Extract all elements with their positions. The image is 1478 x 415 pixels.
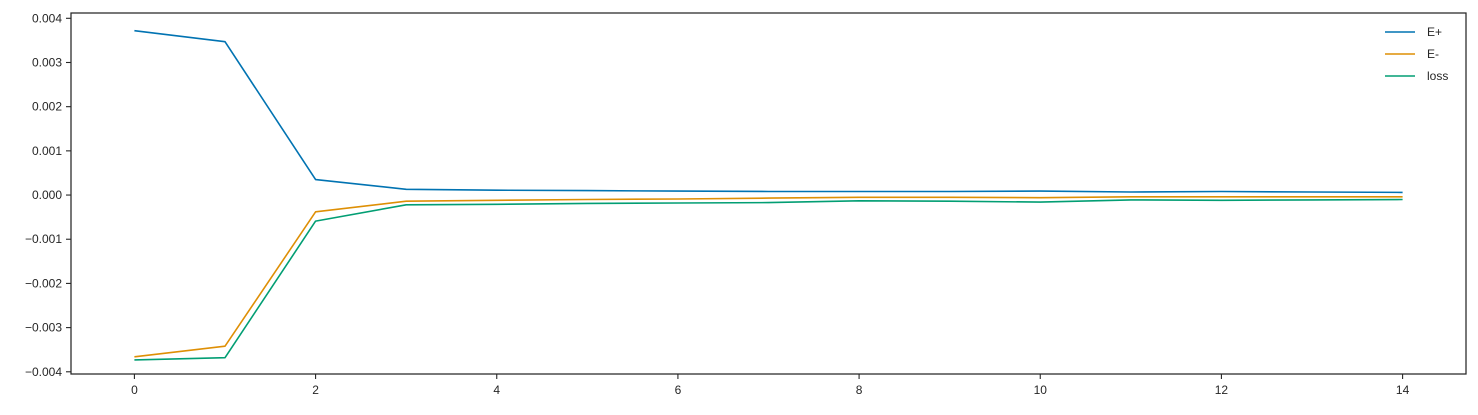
x-tick-label: 6 xyxy=(675,383,682,397)
y-tick-label: 0.004 xyxy=(32,11,62,25)
y-tick-label: 0.003 xyxy=(32,55,62,69)
x-tick-label: 12 xyxy=(1215,383,1229,397)
x-tick-label: 8 xyxy=(856,383,863,397)
y-tick-label: 0.000 xyxy=(32,188,62,202)
series-line-e- xyxy=(134,196,1403,358)
x-tick-label: 2 xyxy=(312,383,319,397)
legend-label: E+ xyxy=(1427,25,1442,39)
series-line-loss xyxy=(134,198,1403,361)
legend-label: E- xyxy=(1427,47,1439,61)
legend-label: loss xyxy=(1427,69,1448,83)
x-tick-label: 0 xyxy=(131,383,138,397)
plot-area xyxy=(134,29,1403,361)
series-line-e- xyxy=(134,29,1403,194)
y-tick-label: −0.004 xyxy=(25,365,62,379)
legend: E+ E-loss xyxy=(1385,25,1448,83)
y-axis: 0.004 0.003 0.002 0.001 0.000 −0.001 −0.002 −0.… xyxy=(25,11,71,379)
x-axis: 0 2 4 6 8 10 12 14 xyxy=(131,374,1410,397)
y-tick-label: −0.001 xyxy=(25,232,62,246)
y-tick-label: 0.001 xyxy=(32,144,62,158)
y-tick-label: 0.002 xyxy=(32,100,62,114)
x-tick-label: 14 xyxy=(1396,383,1410,397)
y-tick-label: −0.003 xyxy=(25,321,62,335)
y-tick-label: −0.002 xyxy=(25,276,62,290)
x-tick-label: 4 xyxy=(493,383,500,397)
x-tick-label: 10 xyxy=(1034,383,1048,397)
axes-frame xyxy=(70,12,1467,375)
